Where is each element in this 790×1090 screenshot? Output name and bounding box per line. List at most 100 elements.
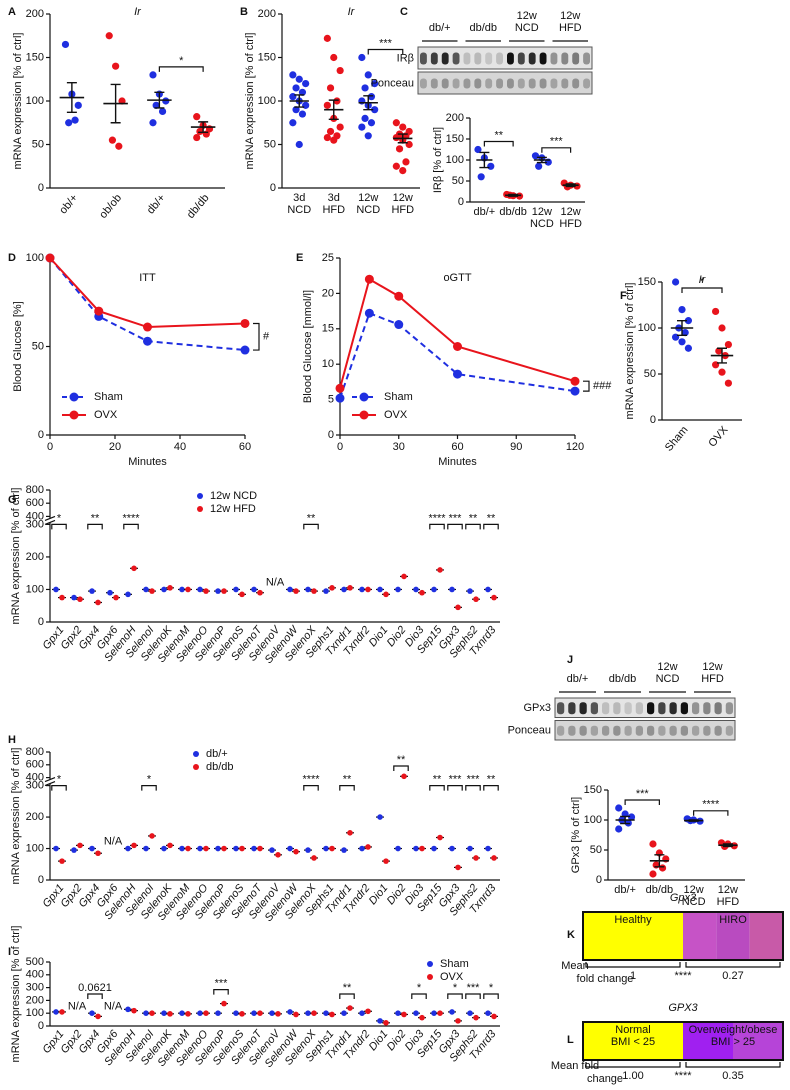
data-point xyxy=(143,1010,149,1016)
data-point xyxy=(257,845,263,852)
significance-bracket xyxy=(693,810,729,816)
blot-row-label: IRβ xyxy=(397,52,414,64)
significance-label: ** xyxy=(397,754,406,766)
data-point xyxy=(491,1013,497,1020)
data-point xyxy=(105,32,113,40)
significance-bracket xyxy=(393,765,409,771)
data-point xyxy=(364,308,374,318)
data-point xyxy=(449,586,455,593)
y-tick-label: 200 xyxy=(258,8,276,20)
x-tick-label: HFD xyxy=(717,896,740,908)
data-point xyxy=(431,845,437,852)
panel-letter: K xyxy=(567,929,575,941)
data-point xyxy=(453,369,462,379)
heatmap-cell xyxy=(683,1022,733,1060)
data-point xyxy=(143,336,152,346)
blot-group-label: HFD xyxy=(701,673,724,685)
data-point xyxy=(395,586,401,593)
significance-bracket xyxy=(87,993,103,999)
y-tick-label: 600 xyxy=(26,759,44,771)
na-label: N/A xyxy=(266,576,285,588)
na-label: N/A xyxy=(104,836,123,848)
y-tick-label: 25 xyxy=(322,252,334,264)
significance-bracket xyxy=(583,380,590,392)
blot-band xyxy=(703,725,711,736)
blot-band xyxy=(669,725,677,736)
data-point xyxy=(203,1010,209,1016)
data-point xyxy=(333,97,341,105)
data-point xyxy=(449,1009,455,1015)
y-tick-label: 100 xyxy=(258,95,276,107)
data-point xyxy=(672,278,680,286)
data-point xyxy=(77,842,83,849)
y-tick-label: 400 xyxy=(26,969,44,981)
group-label: BMI < 25 xyxy=(611,1036,655,1048)
axis-break xyxy=(44,515,56,521)
significance-bracket xyxy=(465,993,481,999)
data-point xyxy=(197,586,203,593)
data-point xyxy=(394,320,404,330)
significance-label: * xyxy=(489,982,494,994)
significance-bracket xyxy=(429,785,445,791)
data-point xyxy=(197,1010,203,1016)
significance-label: ### xyxy=(593,380,612,392)
heatmap-cell xyxy=(583,912,683,960)
y-tick-label: 0 xyxy=(596,874,602,886)
heatmap-cell xyxy=(716,912,750,960)
x-tick-label: 60 xyxy=(451,441,463,453)
blot-band xyxy=(647,725,655,736)
data-point xyxy=(167,1011,173,1017)
data-point xyxy=(323,101,331,109)
y-tick-label: 0 xyxy=(458,196,464,208)
mean-value: 1 xyxy=(630,970,636,982)
data-point xyxy=(570,376,580,386)
significance-bracket xyxy=(429,523,445,530)
data-point xyxy=(305,847,311,853)
data-point xyxy=(431,586,437,593)
data-point xyxy=(293,588,299,594)
data-point xyxy=(215,1010,221,1016)
data-point xyxy=(684,317,693,325)
legend-label: Sham xyxy=(440,958,469,970)
data-point xyxy=(681,329,689,337)
data-point xyxy=(684,344,693,352)
data-point xyxy=(240,318,250,328)
data-point xyxy=(323,588,329,594)
blot-band xyxy=(714,725,722,736)
mean-value: 0.35 xyxy=(722,1070,743,1082)
x-tick-label: 60 xyxy=(239,441,251,453)
data-point xyxy=(383,858,389,864)
chart-title: Ir xyxy=(348,6,356,18)
y-axis-label: mRNA expression [% of ctrl] xyxy=(10,926,22,1063)
blot-group-label: db/db xyxy=(469,22,497,34)
x-tick-label: 120 xyxy=(566,441,584,453)
significance-label: ** xyxy=(494,129,503,141)
significance-label: *** xyxy=(467,774,481,786)
data-point xyxy=(473,1014,479,1021)
blot-band xyxy=(474,78,482,89)
y-tick-label: 100 xyxy=(26,842,44,854)
data-point xyxy=(289,93,297,101)
significance-label: *** xyxy=(449,512,463,524)
data-point xyxy=(167,585,173,591)
data-point xyxy=(203,588,209,594)
data-point xyxy=(193,133,201,142)
y-axis-label: change xyxy=(587,1073,623,1085)
data-point xyxy=(329,1011,335,1018)
data-point xyxy=(292,84,300,92)
y-tick-label: 200 xyxy=(26,994,44,1006)
significance-bracket xyxy=(465,523,481,530)
y-tick-label: 50 xyxy=(644,368,656,380)
significance-label: * xyxy=(57,512,62,524)
sem-bar xyxy=(677,319,687,337)
data-point xyxy=(275,1011,281,1017)
blot-band xyxy=(539,78,547,89)
significance-bracket xyxy=(541,147,572,153)
data-point xyxy=(125,1006,131,1013)
data-point xyxy=(715,347,723,355)
y-tick-label: 200 xyxy=(26,551,44,563)
data-point xyxy=(377,586,383,593)
data-point xyxy=(251,845,257,852)
data-point xyxy=(437,834,443,841)
data-point xyxy=(323,1010,329,1016)
